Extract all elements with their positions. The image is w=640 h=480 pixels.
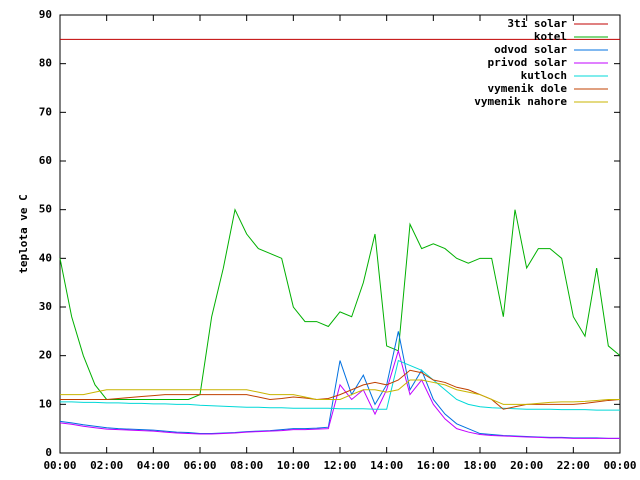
y-axis-label: teplota ve C — [17, 194, 30, 273]
y-tick-label: 90 — [39, 8, 52, 21]
y-tick-label: 30 — [39, 300, 52, 313]
y-tick-label: 40 — [39, 251, 52, 264]
x-tick-label: 00:00 — [43, 459, 76, 472]
legend-label: kutloch — [521, 69, 567, 82]
x-tick-label: 20:00 — [510, 459, 543, 472]
x-tick-label: 18:00 — [463, 459, 496, 472]
series-line — [60, 359, 620, 411]
y-tick-label: 20 — [39, 349, 52, 362]
series-line — [60, 379, 620, 405]
legend-label: kotel — [534, 30, 567, 43]
x-tick-label: 12:00 — [323, 459, 356, 472]
x-tick-label: 16:00 — [417, 459, 450, 472]
legend-label: vymenik dole — [488, 82, 568, 95]
y-tick-label: 0 — [45, 446, 52, 459]
y-tick-label: 10 — [39, 397, 52, 410]
series-line — [59, 348, 620, 439]
x-tick-label: 08:00 — [230, 459, 263, 472]
legend-label: odvod solar — [494, 43, 567, 56]
x-tick-label: 00:00 — [603, 459, 636, 472]
x-tick-label: 04:00 — [137, 459, 170, 472]
series-line — [59, 208, 621, 400]
x-tick-label: 02:00 — [90, 459, 123, 472]
legend-label: vymenik nahore — [474, 95, 567, 108]
legend-label: privod solar — [488, 56, 568, 69]
legend-label: 3ti solar — [507, 17, 567, 30]
y-tick-label: 70 — [39, 105, 52, 118]
x-tick-label: 22:00 — [557, 459, 590, 472]
y-tick-label: 80 — [39, 57, 52, 70]
y-tick-label: 60 — [39, 154, 52, 167]
x-tick-label: 10:00 — [277, 459, 310, 472]
y-tick-label: 50 — [39, 203, 52, 216]
x-tick-label: 06:00 — [183, 459, 216, 472]
x-tick-label: 14:00 — [370, 459, 403, 472]
